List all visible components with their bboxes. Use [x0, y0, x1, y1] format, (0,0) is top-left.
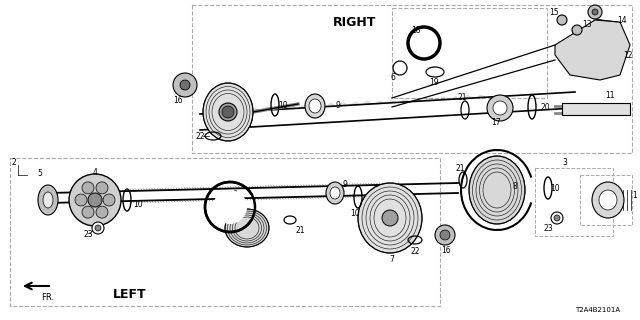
Ellipse shape	[69, 174, 121, 226]
Circle shape	[557, 15, 567, 25]
Text: 21: 21	[457, 92, 467, 101]
Ellipse shape	[551, 212, 563, 224]
Ellipse shape	[326, 182, 344, 204]
Ellipse shape	[43, 192, 53, 208]
Ellipse shape	[103, 194, 115, 206]
Text: FR.: FR.	[42, 292, 54, 301]
Text: LEFT: LEFT	[113, 289, 147, 301]
Text: 21: 21	[295, 226, 305, 235]
Ellipse shape	[225, 209, 269, 247]
Ellipse shape	[219, 103, 237, 121]
Bar	[580, 175, 632, 225]
Text: 19: 19	[429, 77, 439, 86]
Text: 12: 12	[623, 51, 633, 60]
Text: 8: 8	[232, 189, 237, 198]
Ellipse shape	[554, 215, 560, 221]
Polygon shape	[555, 20, 630, 80]
Ellipse shape	[382, 210, 398, 226]
Ellipse shape	[203, 83, 253, 141]
Ellipse shape	[75, 194, 87, 206]
Text: 16: 16	[173, 95, 183, 105]
Ellipse shape	[592, 182, 624, 218]
Circle shape	[588, 5, 602, 19]
Text: 6: 6	[390, 73, 396, 82]
Ellipse shape	[88, 193, 102, 207]
Ellipse shape	[96, 182, 108, 194]
Ellipse shape	[95, 225, 101, 231]
Text: 21: 21	[455, 164, 465, 172]
Circle shape	[572, 25, 582, 35]
Text: 8: 8	[513, 181, 517, 190]
Ellipse shape	[38, 185, 58, 215]
Text: RIGHT: RIGHT	[333, 15, 377, 28]
Circle shape	[180, 80, 190, 90]
Text: 18: 18	[412, 26, 420, 35]
Ellipse shape	[599, 190, 617, 210]
Text: 5: 5	[38, 169, 42, 178]
Text: 15: 15	[549, 7, 559, 17]
Text: 10: 10	[278, 100, 288, 109]
Text: 10: 10	[550, 183, 560, 193]
Ellipse shape	[487, 95, 513, 121]
Text: 2: 2	[12, 157, 17, 166]
Text: 10: 10	[350, 209, 360, 218]
Text: 22: 22	[410, 246, 420, 255]
Text: 9: 9	[342, 180, 348, 188]
Text: 4: 4	[93, 167, 97, 177]
Bar	[10, 158, 440, 306]
Ellipse shape	[96, 206, 108, 218]
Text: 3: 3	[563, 157, 568, 166]
Bar	[562, 103, 630, 115]
Text: 10: 10	[133, 199, 143, 209]
Ellipse shape	[414, 33, 434, 53]
Bar	[392, 8, 547, 98]
Text: 11: 11	[605, 91, 615, 100]
Text: 22: 22	[195, 132, 205, 140]
Circle shape	[173, 73, 197, 97]
Ellipse shape	[92, 222, 104, 234]
Text: 13: 13	[582, 20, 592, 28]
Ellipse shape	[493, 101, 507, 115]
Text: 1: 1	[632, 190, 637, 199]
Ellipse shape	[469, 156, 525, 224]
Text: 23: 23	[543, 223, 553, 233]
Text: 23: 23	[83, 229, 93, 238]
Text: 14: 14	[617, 15, 627, 25]
Ellipse shape	[213, 190, 247, 224]
Text: T2A4B2101A: T2A4B2101A	[575, 307, 620, 313]
Circle shape	[222, 106, 234, 118]
Text: 7: 7	[390, 255, 394, 265]
Ellipse shape	[309, 99, 321, 113]
Ellipse shape	[358, 183, 422, 253]
Circle shape	[440, 230, 450, 240]
Ellipse shape	[305, 94, 325, 118]
Ellipse shape	[82, 182, 94, 194]
Ellipse shape	[330, 187, 340, 199]
Text: 16: 16	[441, 245, 451, 254]
Text: 9: 9	[335, 100, 340, 109]
Ellipse shape	[82, 206, 94, 218]
Text: 20: 20	[540, 102, 550, 111]
Circle shape	[592, 9, 598, 15]
Text: 17: 17	[491, 117, 501, 126]
Circle shape	[435, 225, 455, 245]
Bar	[192, 5, 632, 153]
Bar	[535, 168, 613, 236]
